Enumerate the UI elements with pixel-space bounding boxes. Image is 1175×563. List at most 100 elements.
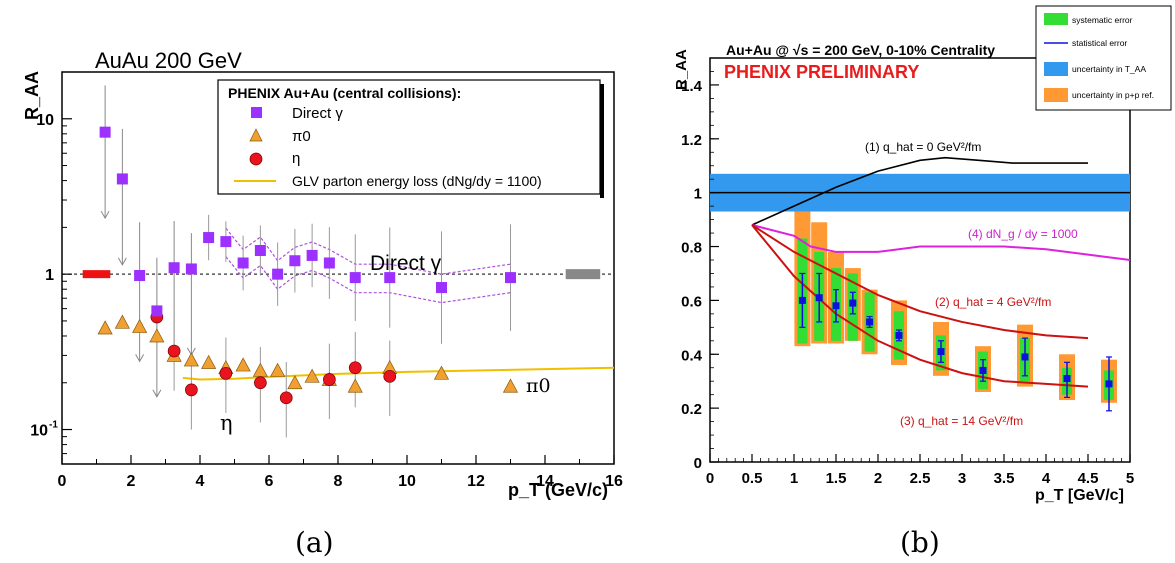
legend-eta-label: η [292,150,300,167]
y-tick-label: 0 [694,455,702,472]
eta-point [219,366,233,380]
eta-point [185,383,198,397]
direct-point [116,173,128,185]
caption-b: (b) [900,526,940,559]
direct-point [272,268,284,280]
data-point [1105,380,1113,388]
panel-b-subtitle: PHENIX PRELIMINARY [724,62,919,82]
eta-point [383,369,397,383]
panel-a-legend-shadow [600,84,604,198]
eta-point [323,373,336,386]
pi0-point [304,368,320,383]
pi0-point [149,328,165,343]
legend-direct-label: Direct γ [292,105,343,122]
curve-label: (4) dN_g / dy = 1000 [968,227,1078,241]
norm-box-right [565,269,601,280]
data-point [1063,375,1071,383]
y-tick-label: 1 [694,186,702,203]
y-tick-label: 10 [30,423,48,440]
data-point [1021,353,1029,361]
x-tick-label: 16 [605,473,623,490]
y-tick-label: 0.4 [681,347,703,364]
y-tick-label: 0.2 [681,401,702,418]
legend-syst-label: systematic error [1072,15,1133,25]
annotation-eta: η [220,411,233,435]
y-tick-label: 10 [36,112,54,129]
direct-point [436,282,447,294]
legend-syst-swatch [1044,13,1068,25]
panel-b-title: Au+Au @ √s = 200 GeV, 0-10% Centrality [726,42,995,58]
x-tick-label: 3.5 [994,470,1015,487]
direct-point [203,232,215,244]
x-tick-label: 0 [706,470,714,487]
curve-label: (2) q_hat = 4 GeV²/fm [935,295,1051,309]
x-tick-label: 4.5 [1078,470,1099,487]
x-tick-label: 1.5 [826,470,847,487]
pi0-point [114,314,130,329]
direct-point [349,272,361,284]
direct-point [220,236,232,248]
legend-stat-label: statistical error [1072,38,1127,48]
legend-glv-label: GLV parton energy loss (dNg/dy = 1100) [292,173,542,189]
curve-qhat-4 [751,224,1089,340]
x-tick-label: 4 [1042,470,1051,487]
pi0-point [433,365,450,380]
x-tick-label: 14 [536,473,554,490]
direct-point [323,257,335,269]
data-point [866,318,874,326]
x-tick-label: 6 [265,473,274,490]
panel-b-legend: systematic error statistical error uncer… [1035,5,1172,111]
norm-box-left [82,270,111,279]
pi0-point [132,318,148,333]
x-tick-label: 0.5 [742,470,763,487]
pi0-point [183,352,199,367]
panel-a-legend: PHENIX Au+Au (central collisions): Direc… [217,79,604,198]
eta-point [279,391,293,405]
direct-point [505,272,516,284]
direct-point [185,263,197,275]
legend-pp-swatch [1044,88,1068,102]
pi0-point [97,320,113,335]
direct-point [384,272,396,284]
curve-dng-1000 [751,224,1131,261]
x-tick-label: 5 [1126,470,1134,487]
legend-taa-label: uncertainty in T_AA [1072,64,1146,74]
pi0-point [502,378,519,393]
direct-point [306,249,318,261]
direct-point [237,257,249,269]
legend-pi0-marker [249,128,263,142]
eta-point [254,376,267,390]
x-tick-label: 2.5 [910,470,931,487]
data-point [832,302,840,310]
pi0-point [347,378,363,393]
data-point [937,348,945,356]
legend-eta-marker [249,152,263,166]
annotation-direct: Direct γ [370,252,442,275]
direct-point [254,244,266,256]
legend-taa-swatch [1044,62,1068,76]
glv-curve [182,366,615,381]
curve-label: (1) q_hat = 0 GeV²/fm [865,140,981,154]
panel-a-title: AuAu 200 GeV [95,48,242,73]
pi0-point [287,375,303,390]
panel-a-xlabel: p_T (GeV/c) [508,480,608,500]
direct-limit-arrowhead [135,354,145,363]
x-tick-label: 10 [398,473,416,490]
direct-point [134,270,146,282]
y-tick-label: 0.6 [681,293,702,310]
legend-direct-marker [251,107,262,118]
x-tick-label: 12 [467,473,485,490]
data-point [815,294,823,302]
legend-pi0-label: π0 [292,128,311,145]
panel-a-ylabel: R_AA [22,71,42,120]
data-point [979,366,987,374]
direct-limit-arrowhead [100,210,110,220]
data-point [798,296,806,304]
direct-point [99,126,111,138]
legend-pp-label: uncertainty in p+p ref. [1072,90,1154,100]
panel-b-xlabel: p_T [GeV/c] [1035,487,1124,504]
eta-point [348,361,362,375]
direct-point [151,305,163,317]
data-point [849,299,857,307]
